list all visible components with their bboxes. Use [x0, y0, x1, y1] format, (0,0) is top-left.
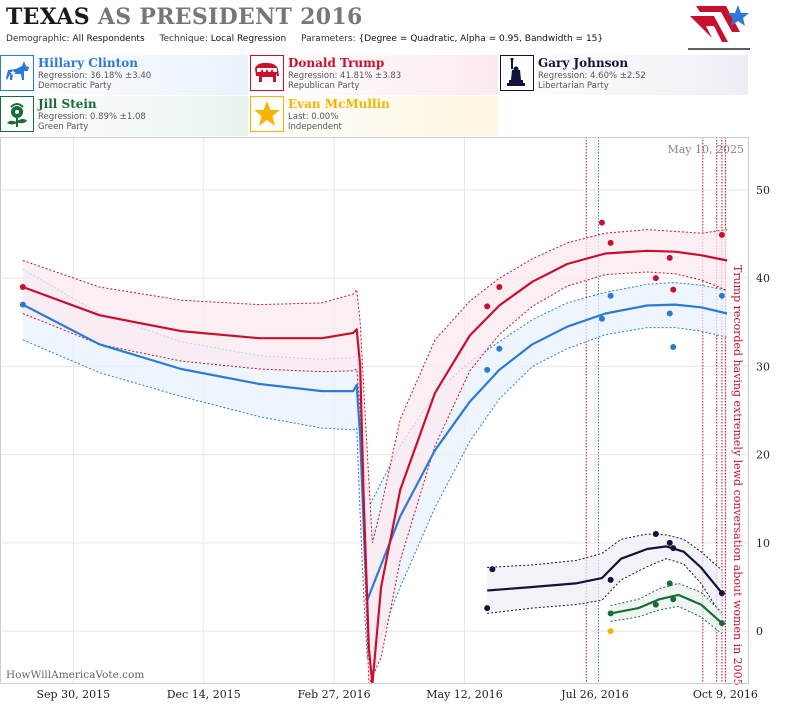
x-tick-label: Sep 30, 2015 — [37, 688, 111, 701]
lower-bound-gary-johnson — [487, 558, 723, 617]
flower-icon — [0, 96, 34, 132]
legend-item-trump[interactable]: Donald Trump Regression: 41.81% ±3.83 Re… — [250, 55, 498, 95]
y-tick-label: 50 — [756, 184, 770, 197]
poll-point-jill-stein — [670, 596, 677, 603]
trend-line-jill-stein — [610, 593, 723, 624]
lower-bound-hillary-clinton — [22, 327, 728, 659]
poll-point-gary-johnson — [652, 531, 659, 538]
poll-point-gary-johnson — [670, 545, 677, 552]
poll-point-gary-johnson — [607, 576, 614, 583]
legend-item-clinton[interactable]: Hillary Clinton Regression: 36.18% ±3.40… — [0, 55, 248, 95]
poll-point-gary-johnson — [489, 566, 496, 573]
poll-point-donald-trump — [670, 286, 677, 293]
technique-label: Technique: — [159, 34, 208, 44]
poll-point-jill-stein — [652, 601, 659, 608]
poll-point-donald-trump — [496, 283, 503, 290]
legend-item-mcmullin[interactable]: Evan McMullin Last: 0.00% Independent — [250, 96, 498, 136]
chart-watermark: HowWillAmericaVote.com — [6, 669, 144, 681]
trend-line-gary-johnson — [487, 545, 723, 594]
candidate-name: Hillary Clinton — [38, 56, 138, 70]
header: TEXAS AS PRESIDENT 2016 Demographic: All… — [0, 0, 789, 52]
poll-point-hillary-clinton — [484, 366, 491, 373]
candidate-party: Independent — [288, 122, 342, 132]
poll-point-gary-johnson — [666, 539, 673, 546]
y-tick-label: 30 — [756, 360, 770, 373]
poll-point-hillary-clinton — [607, 292, 614, 299]
x-tick-label: Oct 9, 2016 — [693, 688, 758, 701]
confidence-band-donald-trump — [22, 229, 728, 684]
poll-points — [19, 219, 725, 635]
poll-point-jill-stein — [718, 620, 725, 627]
confidence-bands — [22, 229, 728, 684]
donkey-icon — [0, 55, 34, 91]
chart-axes: Sep 30, 2015 Dec 14, 2015 Feb 27, 2016 May … — [37, 184, 770, 701]
candidate-name: Jill Stein — [38, 97, 97, 111]
title-rest: AS PRESIDENT 2016 — [89, 4, 363, 30]
poll-point-donald-trump — [19, 283, 26, 290]
event-lines — [585, 137, 726, 684]
poll-point-hillary-clinton — [19, 301, 26, 308]
trend-line-donald-trump — [22, 249, 728, 684]
upper-bound-gary-johnson — [487, 533, 723, 571]
poll-point-hillary-clinton — [666, 310, 673, 317]
x-tick-label: Dec 14, 2015 — [167, 688, 241, 701]
candidate-party: Libertarian Party — [538, 81, 609, 91]
candidate-party: Green Party — [38, 122, 89, 132]
candidate-regression: Regression: 41.81% ±3.83 — [288, 71, 402, 81]
poll-point-gary-johnson — [484, 605, 491, 612]
poll-point-evan-mcmullin — [607, 628, 614, 635]
candidate-regression: Regression: 0.89% ±1.08 — [38, 112, 146, 122]
candidate-name: Donald Trump — [288, 56, 385, 70]
poll-point-jill-stein — [607, 610, 614, 617]
event-annotation: Trump recorded having extremely lewd con… — [731, 265, 744, 686]
poll-point-hillary-clinton — [670, 343, 677, 350]
x-tick-label: Jul 26, 2016 — [560, 688, 629, 701]
technique-value[interactable]: Local Regression — [210, 34, 287, 44]
candidate-party: Republican Party — [288, 81, 360, 91]
demographic-label: Demographic: — [6, 34, 70, 44]
poll-point-donald-trump — [607, 239, 614, 246]
page-title: TEXAS AS PRESIDENT 2016 — [6, 4, 363, 30]
poll-point-donald-trump — [666, 254, 673, 261]
y-tick-label: 10 — [756, 537, 770, 550]
x-tick-label: May 12, 2016 — [426, 688, 503, 701]
candidate-name: Evan McMullin — [288, 97, 390, 111]
legend-item-johnson[interactable]: Gary Johnson Regression: 4.60% ±2.52 Lib… — [500, 55, 748, 95]
parameters-label: Parameters: — [301, 34, 356, 44]
star-icon — [250, 96, 284, 132]
liberty-statue-icon — [500, 55, 534, 91]
chart-date-label: May 10, 2025 — [667, 143, 744, 156]
site-logo[interactable] — [688, 2, 750, 50]
polling-chart[interactable]: Sep 30, 2015 Dec 14, 2015 Feb 27, 2016 May … — [0, 137, 789, 704]
title-state: TEXAS — [6, 4, 90, 30]
candidate-party: Democratic Party — [38, 81, 112, 91]
parameters-bar: Demographic: All Respondents Technique: … — [6, 34, 615, 44]
poll-point-donald-trump — [598, 219, 605, 226]
candidate-regression: Regression: 36.18% ±3.40 — [38, 71, 152, 81]
poll-point-donald-trump — [652, 275, 659, 282]
legend-item-stein[interactable]: Jill Stein Regression: 0.89% ±1.08 Green… — [0, 96, 248, 136]
elephant-icon — [250, 55, 284, 91]
poll-point-donald-trump — [484, 303, 491, 310]
poll-point-hillary-clinton — [598, 315, 605, 322]
poll-point-hillary-clinton — [496, 345, 503, 352]
candidate-regression: Regression: 4.60% ±2.52 — [538, 71, 646, 81]
poll-point-hillary-clinton — [718, 292, 725, 299]
x-tick-label: Feb 27, 2016 — [298, 688, 371, 701]
y-tick-label: 20 — [756, 449, 770, 462]
candidate-last-value: Last: 0.00% — [288, 112, 339, 122]
demographic-value[interactable]: All Respondents — [72, 34, 145, 44]
parameters-value[interactable]: {Degree = Quadratic, Alpha = 0.95, Bandw… — [358, 34, 604, 44]
y-tick-label: 40 — [756, 272, 770, 285]
candidate-name: Gary Johnson — [538, 56, 629, 70]
poll-point-donald-trump — [718, 231, 725, 238]
upper-bound-donald-trump — [22, 229, 728, 543]
trend-lines — [22, 249, 728, 684]
poll-point-gary-johnson — [718, 590, 725, 597]
poll-point-jill-stein — [666, 580, 673, 587]
y-tick-label: 0 — [756, 625, 763, 638]
confidence-band-hillary-clinton — [22, 269, 728, 658]
lower-bound-donald-trump — [22, 271, 728, 684]
